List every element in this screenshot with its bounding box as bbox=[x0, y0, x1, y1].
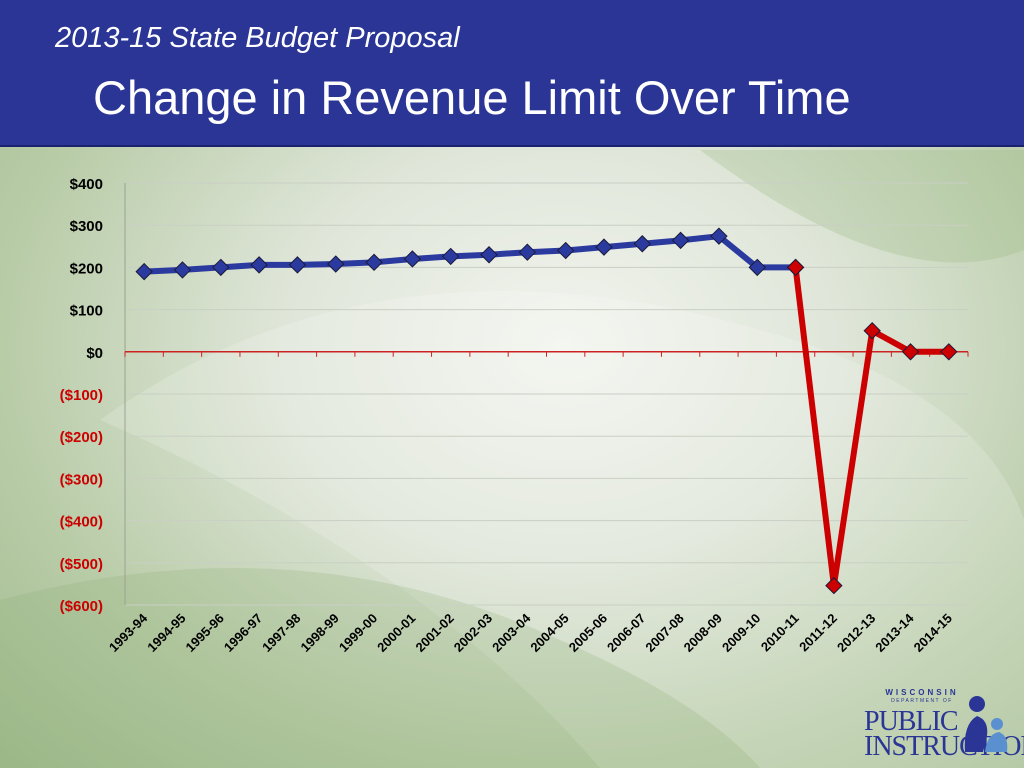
x-tick-label: 2000-01 bbox=[374, 611, 418, 655]
data-point bbox=[748, 258, 766, 277]
y-tick-label: ($600) bbox=[60, 598, 103, 615]
logo-line-wisconsin: WISCONSIN bbox=[885, 688, 959, 697]
data-point bbox=[671, 231, 690, 250]
data-point bbox=[212, 258, 230, 277]
data-point bbox=[595, 238, 613, 256]
dpi-logo: WISCONSIN DEPARTMENT OF PUBLIC INSTRUCTI… bbox=[860, 686, 1024, 762]
y-tick-label: ($300) bbox=[60, 471, 103, 488]
x-tick-label: 2002-03 bbox=[451, 611, 495, 655]
y-tick-label: $200 bbox=[70, 260, 103, 277]
data-point bbox=[288, 256, 307, 274]
slide-header: 2013-15 State Budget Proposal Change in … bbox=[0, 0, 1024, 147]
data-point bbox=[556, 241, 575, 260]
x-tick-label: 1998-99 bbox=[298, 611, 342, 655]
x-tick-label: 1995-96 bbox=[183, 611, 227, 655]
data-point bbox=[786, 258, 805, 277]
data-point bbox=[441, 247, 460, 266]
x-tick-label: 1993-94 bbox=[106, 610, 151, 655]
x-tick-label: 2003-04 bbox=[489, 610, 534, 655]
y-tick-label: ($100) bbox=[60, 387, 103, 404]
data-point bbox=[825, 576, 843, 595]
data-point bbox=[940, 343, 958, 361]
data-point bbox=[250, 256, 268, 274]
series-line-1 bbox=[144, 233, 796, 275]
x-tick-label: 2005-06 bbox=[566, 611, 610, 655]
data-point bbox=[173, 261, 192, 279]
x-tick-label: 1994-95 bbox=[144, 611, 188, 655]
y-tick-label: $100 bbox=[70, 303, 103, 320]
data-point bbox=[480, 246, 498, 264]
x-tick-label: 1996-97 bbox=[221, 611, 265, 655]
logo-line-department: DEPARTMENT OF bbox=[891, 698, 953, 704]
x-tick-label: 1997-98 bbox=[259, 611, 303, 655]
data-point bbox=[365, 253, 383, 272]
y-tick-label: ($500) bbox=[60, 556, 103, 573]
data-point bbox=[901, 343, 920, 361]
y-tick-label: $0 bbox=[86, 345, 103, 362]
x-tick-label: 2014-15 bbox=[911, 611, 955, 655]
slide-subtitle: 2013-15 State Budget Proposal bbox=[55, 22, 460, 54]
data-point bbox=[518, 243, 537, 261]
y-tick-label: ($200) bbox=[60, 429, 103, 446]
x-tick-label: 2006-07 bbox=[604, 611, 648, 655]
data-point bbox=[710, 227, 728, 245]
x-tick-label: 1999-00 bbox=[336, 611, 380, 655]
data-point bbox=[327, 255, 345, 273]
teacher-child-icon bbox=[964, 696, 1008, 752]
series-line-2 bbox=[792, 267, 949, 589]
y-tick-label: ($400) bbox=[60, 514, 103, 531]
y-tick-label: $300 bbox=[70, 218, 103, 235]
data-point bbox=[633, 235, 652, 253]
x-tick-label: 2013-14 bbox=[872, 610, 917, 655]
x-tick-label: 2012-13 bbox=[834, 611, 878, 655]
x-tick-label: 2010-11 bbox=[758, 611, 802, 655]
x-tick-label: 2007-08 bbox=[642, 611, 686, 655]
y-tick-label: $400 bbox=[70, 176, 103, 193]
logo-line-public: PUBLIC bbox=[864, 706, 959, 737]
slide-title: Change in Revenue Limit Over Time bbox=[93, 71, 851, 124]
data-point bbox=[403, 250, 422, 268]
x-tick-label: 2004-05 bbox=[527, 611, 571, 655]
data-point bbox=[135, 262, 153, 281]
x-tick-label: 2008-09 bbox=[681, 611, 725, 655]
data-point bbox=[863, 321, 881, 340]
x-tick-label: 2011-12 bbox=[796, 611, 840, 655]
x-tick-label: 2001-02 bbox=[412, 611, 456, 655]
x-tick-label: 2009-10 bbox=[719, 611, 763, 655]
